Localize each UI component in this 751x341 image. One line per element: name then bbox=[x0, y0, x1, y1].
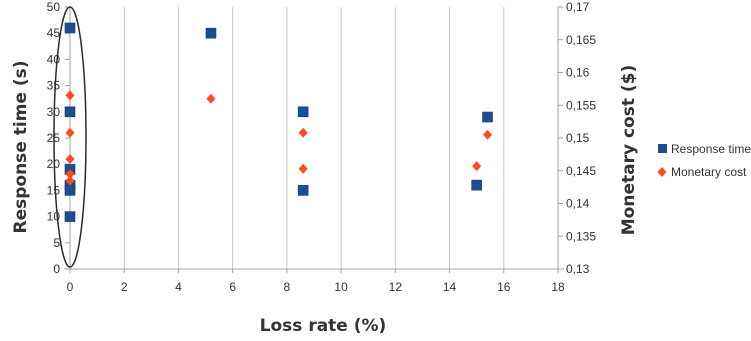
y2-tick-label: 0,145 bbox=[566, 164, 596, 178]
x-tick-label: 8 bbox=[284, 280, 291, 294]
y-tick-label: 35 bbox=[47, 79, 61, 93]
y-tick-label: 5 bbox=[53, 236, 60, 250]
y-tick-label: 0 bbox=[53, 262, 60, 276]
monetary-cost-point bbox=[483, 129, 493, 140]
y2-tick-label: 0,15 bbox=[566, 131, 590, 145]
legend-label-monetary-cost: Monetary cost bbox=[671, 165, 747, 179]
monetary-cost-point bbox=[65, 169, 75, 180]
y2-tick-label: 0,155 bbox=[566, 98, 596, 112]
monetary-cost-point bbox=[65, 90, 75, 101]
response-time-point bbox=[482, 111, 493, 123]
x-tick-label: 2 bbox=[121, 280, 128, 294]
response-time-point bbox=[297, 106, 309, 118]
x-tick-label: 6 bbox=[229, 280, 236, 294]
monetary-cost-point bbox=[298, 127, 308, 138]
x-tick-label: 18 bbox=[551, 280, 565, 294]
legend-label-response-time: Response time bbox=[671, 142, 751, 156]
monetary-cost-point bbox=[206, 93, 216, 104]
y2-tick-label: 0,135 bbox=[566, 229, 596, 243]
y-tick-label: 50 bbox=[47, 0, 61, 14]
y-axis-title: Response time (s) bbox=[11, 60, 31, 233]
x-axis-title: Loss rate (%) bbox=[260, 316, 387, 336]
y-tick-label: 30 bbox=[47, 105, 61, 119]
response-time-point bbox=[64, 211, 76, 222]
y2-tick-label: 0,16 bbox=[566, 66, 590, 80]
legend-marker-monetary-cost bbox=[657, 167, 667, 177]
response-time-point bbox=[64, 106, 76, 118]
y-tick-label: 20 bbox=[47, 157, 61, 171]
x-tick-label: 14 bbox=[443, 280, 457, 294]
legend: Response time Monetary cost bbox=[657, 142, 751, 179]
x-tick-label: 12 bbox=[389, 280, 403, 294]
y-tick-label: 45 bbox=[47, 26, 61, 40]
grid-lines bbox=[69, 7, 559, 269]
x-tick-label: 16 bbox=[497, 280, 511, 294]
y2-axis-title: Monetary cost ($) bbox=[619, 65, 639, 236]
data-points bbox=[64, 22, 493, 222]
monetary-cost-point bbox=[65, 127, 75, 138]
response-time-point bbox=[64, 22, 76, 34]
monetary-cost-point bbox=[65, 153, 75, 164]
zero-loss-highlight-ellipse bbox=[53, 6, 87, 268]
x-tick-label: 10 bbox=[334, 280, 348, 294]
y2-tick-label: 0,165 bbox=[566, 33, 596, 47]
legend-marker-response-time bbox=[658, 144, 667, 153]
response-time-point bbox=[297, 185, 309, 196]
x-tick-label: 0 bbox=[67, 280, 74, 294]
y2-tick-labels: 0,13 0,135 0,14 0,145 0,15 0,155 0,16 0,165 0,17 bbox=[558, 0, 596, 276]
monetary-cost-point bbox=[472, 161, 482, 172]
response-time-point bbox=[205, 27, 217, 39]
y2-tick-label: 0,13 bbox=[566, 262, 590, 276]
y2-tick-label: 0,17 bbox=[566, 0, 590, 14]
response-time-point bbox=[64, 185, 76, 196]
monetary-cost-point bbox=[65, 175, 75, 186]
y2-tick-label: 0,14 bbox=[566, 197, 590, 211]
x-tick-label: 4 bbox=[175, 280, 182, 294]
y-tick-label: 15 bbox=[47, 183, 61, 197]
x-tick-labels: 0 2 4 6 8 10 12 14 16 18 bbox=[67, 269, 565, 294]
monetary-cost-point bbox=[298, 163, 308, 174]
response-time-point bbox=[471, 179, 482, 191]
